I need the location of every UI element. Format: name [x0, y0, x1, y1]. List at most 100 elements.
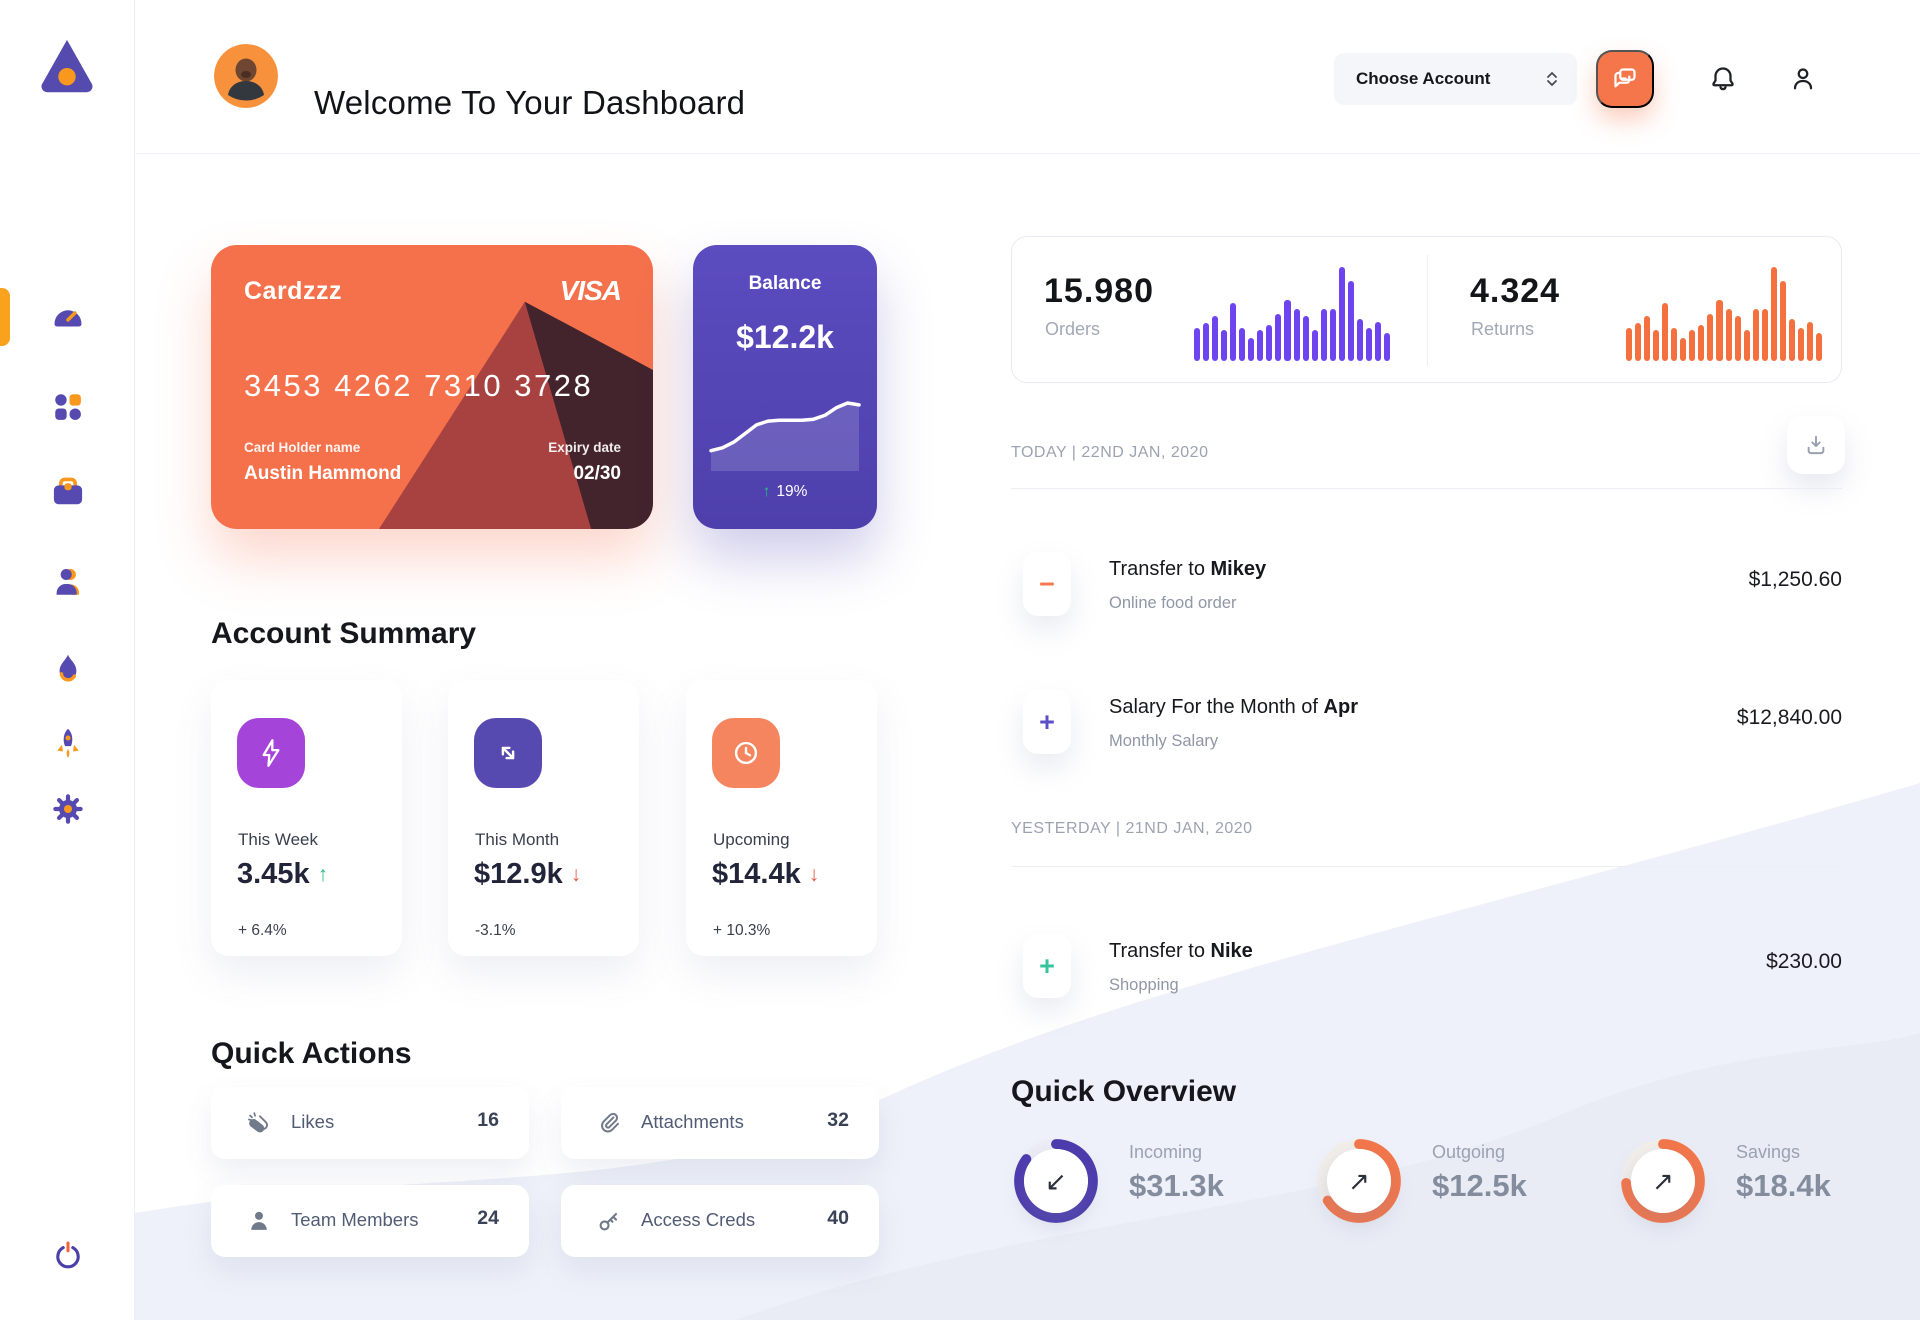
sidebar-item-logout[interactable] — [51, 1238, 85, 1272]
transaction-subtitle: Monthly Salary — [1109, 732, 1219, 750]
transaction-amount: $230.00 — [1766, 950, 1842, 973]
messages-button[interactable] — [1596, 50, 1654, 108]
summary-label: Upcoming — [713, 830, 790, 849]
sidebar-item-apps[interactable] — [50, 389, 86, 425]
active-nav-indicator — [0, 288, 10, 346]
overview-incoming: ↙ Incoming $31.3k — [1011, 1136, 1311, 1236]
date-group-label: YESTERDAY | 21ND JAN, 2020 — [1011, 820, 1253, 837]
arrow-up-right-icon: ↗ — [1327, 1149, 1391, 1213]
briefcase-icon — [53, 477, 83, 505]
quick-action-count: 16 — [477, 1109, 499, 1131]
clap-icon — [248, 1112, 268, 1133]
choose-account-select[interactable]: Choose Account — [1334, 53, 1577, 105]
flame-icon — [59, 654, 77, 682]
clock-icon — [712, 718, 780, 788]
savings-ring-chart: ↗ — [1618, 1136, 1708, 1226]
transaction-title: Salary For the Month of Apr — [1109, 696, 1358, 718]
quick-action-label: Attachments — [641, 1111, 744, 1132]
sidebar-item-work[interactable] — [50, 474, 86, 510]
overview-label: Savings — [1736, 1142, 1801, 1162]
summary-value: 3.45k ↑ — [237, 858, 329, 890]
card-expiry-label: Expiry date — [548, 440, 621, 455]
gauge-icon — [54, 310, 82, 327]
notifications-button[interactable] — [1702, 58, 1744, 100]
grid-icon — [55, 394, 81, 420]
download-icon — [1807, 435, 1825, 455]
summary-delta: + 10.3% — [713, 922, 771, 939]
up-arrow-icon: ↑ — [762, 483, 771, 500]
quick-action-count: 40 — [827, 1207, 849, 1229]
plus-icon: + — [1023, 934, 1071, 998]
date-group-label: TODAY | 22ND JAN, 2020 — [1011, 444, 1209, 461]
quick-action-access-creds[interactable]: Access Creds 40 — [561, 1185, 879, 1257]
summary-label: This Week — [238, 830, 318, 849]
summary-delta: + 6.4% — [238, 922, 287, 939]
card-expiry: 02/30 — [573, 463, 621, 484]
paperclip-icon — [601, 1112, 619, 1133]
card-holder-label: Card Holder name — [244, 440, 361, 455]
sidebar-item-settings[interactable] — [50, 791, 86, 827]
orders-value: 15.980 — [1044, 272, 1154, 310]
overview-value: $31.3k — [1129, 1168, 1224, 1203]
sidebar-item-trending[interactable] — [50, 651, 86, 687]
transaction-title: Transfer to Mikey — [1109, 558, 1267, 580]
quick-action-count: 32 — [827, 1109, 849, 1131]
member-icon — [251, 1211, 267, 1230]
balance-card: Balance $12.2k ↑ 19% — [693, 245, 877, 529]
account-summary-title: Account Summary — [211, 616, 477, 650]
orders-returns-panel: 15.980 Orders 4.324 Returns — [1011, 236, 1842, 383]
overview-value: $12.5k — [1432, 1168, 1527, 1203]
quick-action-attachments[interactable]: Attachments 32 — [561, 1087, 879, 1159]
returns-value: 4.324 — [1470, 272, 1561, 310]
sidebar-item-team[interactable] — [50, 564, 86, 600]
transaction-row-mikey[interactable]: − Transfer to Mikey Online food order $1… — [1011, 552, 1842, 622]
select-chevrons-icon — [1547, 72, 1557, 86]
sidebar-item-dashboard[interactable] — [50, 298, 86, 334]
summary-card-this-month: This Month $12.9k ↓ -3.1% — [448, 680, 639, 956]
transaction-subtitle: Shopping — [1109, 976, 1179, 994]
balance-trend-chart — [709, 393, 861, 471]
transaction-title: Transfer to Nike — [1109, 940, 1253, 962]
summary-label: This Month — [475, 830, 560, 849]
profile-button[interactable] — [1782, 58, 1824, 100]
overview-label: Incoming — [1129, 1142, 1203, 1162]
quick-action-team-members[interactable]: Team Members 24 — [211, 1185, 529, 1257]
outgoing-ring-chart: ↗ — [1314, 1136, 1404, 1226]
divider — [1011, 488, 1842, 489]
choose-account-label: Choose Account — [1356, 69, 1491, 88]
card-name: Cardzzz — [244, 277, 342, 305]
sidebar — [0, 0, 135, 1320]
trend-up-icon: ↑ — [317, 863, 329, 886]
lightning-icon — [237, 718, 305, 788]
balance-title: Balance — [748, 273, 822, 294]
orders-bar-chart — [1194, 267, 1391, 361]
person-icon — [56, 568, 80, 595]
summary-value: $14.4k ↓ — [712, 858, 820, 890]
transaction-row-salary[interactable]: + Salary For the Month of Apr Monthly Sa… — [1011, 690, 1842, 760]
quick-action-label: Access Creds — [641, 1209, 756, 1230]
balance-amount: $12.2k — [736, 319, 834, 355]
quick-action-label: Team Members — [291, 1209, 419, 1230]
bell-icon — [1712, 67, 1734, 91]
summary-card-upcoming: Upcoming $14.4k ↓ + 10.3% — [686, 680, 877, 956]
quick-action-likes[interactable]: Likes 16 — [211, 1087, 529, 1159]
sidebar-item-launch[interactable] — [50, 726, 86, 762]
trend-down-icon: ↓ — [808, 863, 820, 886]
card-number: 3453 4262 7310 3728 — [244, 368, 594, 403]
rocket-icon — [57, 728, 79, 758]
incoming-ring-chart: ↙ — [1011, 1136, 1101, 1226]
returns-bar-chart — [1626, 267, 1823, 361]
overview-value: $18.4k — [1736, 1168, 1831, 1203]
download-button[interactable] — [1787, 416, 1845, 474]
diagonal-arrows-icon — [474, 718, 542, 788]
transaction-row-nike[interactable]: + Transfer to Nike Shopping $230.00 — [1011, 934, 1842, 1004]
power-icon — [56, 1241, 80, 1269]
orders-label: Orders — [1045, 319, 1101, 339]
overview-savings: ↗ Savings $18.4k — [1618, 1136, 1918, 1236]
page-title: Welcome To Your Dashboard — [314, 84, 746, 122]
app-logo — [36, 36, 98, 98]
transaction-amount: $1,250.60 — [1748, 568, 1842, 591]
returns-label: Returns — [1471, 319, 1535, 339]
divider — [1011, 866, 1842, 867]
